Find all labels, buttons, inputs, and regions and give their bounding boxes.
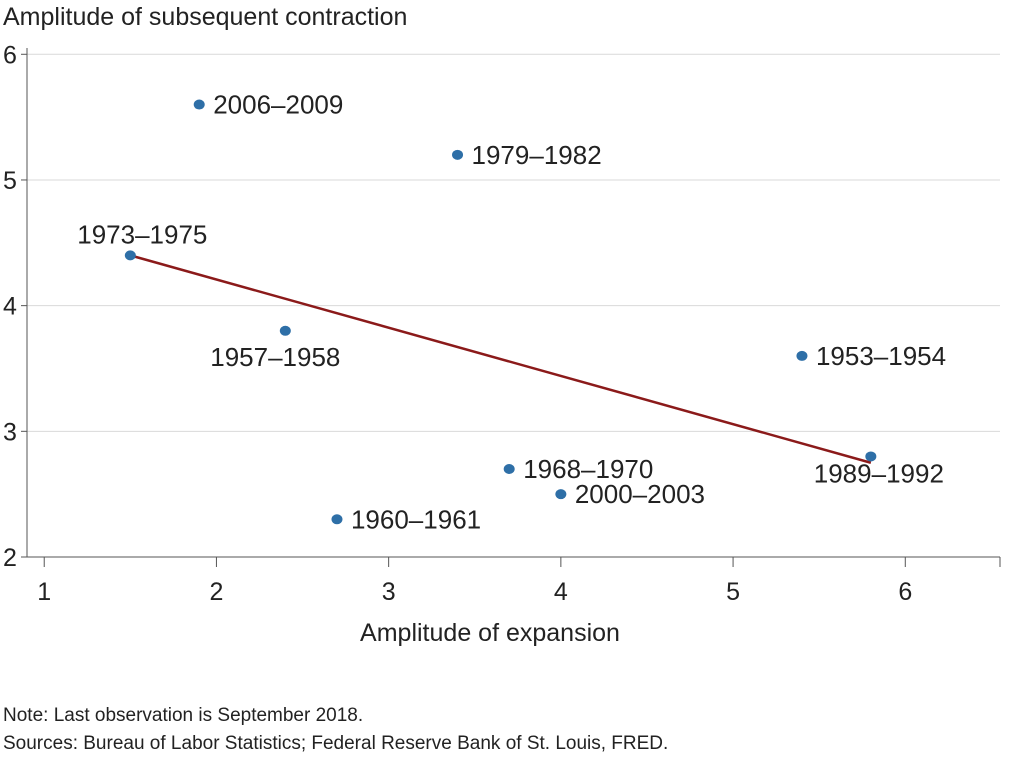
data-point	[796, 350, 808, 361]
data-point	[193, 99, 205, 110]
x-tick-label-5: 5	[726, 578, 740, 606]
trendline	[129, 254, 872, 464]
data-label: 1953–1954	[816, 341, 946, 371]
note-text: Note: Last observation is September 2018…	[3, 705, 364, 726]
data-label: 1968–1970	[523, 454, 653, 484]
y-tick-label-5: 5	[3, 167, 17, 195]
data-point	[555, 489, 567, 500]
data-point	[865, 451, 877, 462]
y-tick-label-2: 2	[3, 544, 17, 572]
x-tick-label-6: 6	[898, 578, 912, 606]
x-tick-label-2: 2	[209, 578, 223, 606]
data-label: 1989–1992	[814, 458, 944, 488]
y-tick-label-4: 4	[3, 293, 17, 321]
data-label: 1979–1982	[472, 140, 602, 170]
data-point	[279, 325, 291, 336]
x-tick-label-4: 4	[554, 578, 568, 606]
trendline-layer	[129, 254, 872, 464]
y-axis-title: Amplitude of subsequent contraction	[3, 3, 408, 31]
x-axis-title: Amplitude of expansion	[360, 619, 620, 647]
data-point	[124, 250, 136, 261]
sources-text: Sources: Bureau of Labor Statistics; Fed…	[3, 733, 669, 754]
y-tick-label-6: 6	[3, 41, 17, 69]
data-label: 2000–2003	[575, 479, 705, 509]
x-tick-label-3: 3	[382, 578, 396, 606]
data-point	[503, 464, 515, 475]
data-label: 1973–1975	[77, 219, 207, 249]
data-label: 2006–2009	[213, 90, 343, 120]
data-point	[331, 514, 343, 525]
data-label: 1957–1958	[210, 342, 340, 372]
data-point	[452, 149, 464, 160]
x-tick-label-1: 1	[37, 578, 51, 606]
data-label: 1960–1961	[351, 504, 481, 534]
data-points: 2006–2009 1979–1982 1973–1975 1957–1958 1953…	[77, 90, 946, 535]
y-tick-label-3: 3	[3, 418, 17, 446]
